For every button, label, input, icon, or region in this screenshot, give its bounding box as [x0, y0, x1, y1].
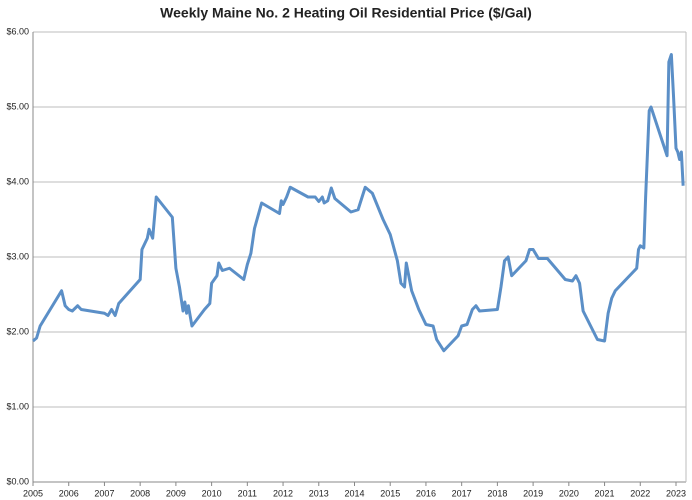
- y-tick-label: $5.00: [6, 101, 29, 111]
- x-tick-label: 2015: [380, 488, 400, 498]
- y-tick-label: $1.00: [6, 401, 29, 411]
- x-tick-label: 2017: [452, 488, 472, 498]
- y-tick-label: $3.00: [6, 251, 29, 261]
- x-tick-label: 2022: [630, 488, 650, 498]
- y-tick-label: $0.00: [6, 476, 29, 486]
- x-tick-label: 2009: [166, 488, 186, 498]
- x-tick-label: 2005: [23, 488, 43, 498]
- x-tick-label: 2012: [273, 488, 293, 498]
- x-tick-label: 2013: [309, 488, 329, 498]
- y-tick-label: $6.00: [6, 26, 29, 36]
- y-tick-label: $2.00: [6, 326, 29, 336]
- x-tick-label: 2018: [487, 488, 507, 498]
- chart-title: Weekly Maine No. 2 Heating Oil Residenti…: [160, 5, 532, 21]
- x-tick-label: 2020: [559, 488, 579, 498]
- x-tick-label: 2007: [94, 488, 114, 498]
- x-tick-label: 2021: [595, 488, 615, 498]
- x-tick-label: 2010: [202, 488, 222, 498]
- x-tick-label: 2008: [130, 488, 150, 498]
- x-tick-label: 2006: [59, 488, 79, 498]
- data-line: [32, 53, 685, 353]
- x-tick-label: 2019: [523, 488, 543, 498]
- x-tick-label: 2023: [666, 488, 686, 498]
- y-tick-label: $4.00: [6, 176, 29, 186]
- x-tick-label: 2011: [238, 488, 257, 498]
- x-tick-label: 2014: [344, 488, 364, 498]
- x-tick-label: 2016: [416, 488, 436, 498]
